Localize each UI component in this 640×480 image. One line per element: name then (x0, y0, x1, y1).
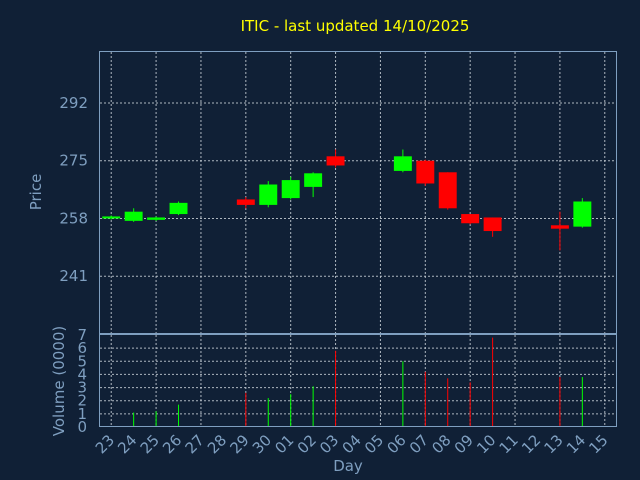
volume-axis-label: Volume (0000) (50, 326, 68, 436)
candle-body (461, 214, 480, 224)
volume-y-tick-label: 0 (77, 418, 87, 436)
candle-body (281, 180, 300, 199)
volume-grid (100, 335, 616, 427)
candle-body (393, 156, 412, 171)
x-axis-label: Day (333, 457, 363, 475)
volume-bars (133, 337, 583, 427)
volume-y-tick-label: 3 (77, 379, 87, 397)
candle-body (259, 184, 278, 205)
candle-body (416, 160, 435, 184)
price-y-tick-labels: 241 258 275 292 (59, 94, 88, 285)
price-grid (100, 52, 616, 334)
volume-y-tick-label: 1 (77, 405, 87, 423)
x-tick-labels: 2324252627282930010203040506070809101112… (92, 431, 612, 457)
price-y-tick-label: 275 (59, 152, 88, 170)
price-y-tick-label: 292 (59, 94, 88, 112)
x-tick-label: 15 (585, 431, 611, 457)
volume-y-tick-label: 7 (77, 326, 87, 344)
candle-body (550, 225, 569, 229)
volume-y-tick-label: 5 (77, 352, 87, 370)
candle-body (438, 172, 457, 209)
candle-body (169, 202, 188, 215)
chart-title: ITIC - last updated 14/10/2025 (241, 17, 470, 35)
price-y-tick-label: 241 (59, 267, 88, 285)
candle-body (236, 199, 255, 205)
price-panel-frame (99, 51, 617, 334)
volume-y-tick-label: 2 (77, 392, 87, 410)
candle-body (573, 201, 592, 227)
price-panel: 241 258 275 292 Price (27, 51, 617, 334)
candle-body (304, 173, 323, 187)
candle-body (147, 217, 166, 220)
volume-y-tick-label: 6 (77, 339, 87, 357)
candle-body (326, 156, 345, 166)
candle-body (124, 211, 143, 221)
candle-body (483, 217, 502, 232)
candle-body (102, 216, 121, 219)
price-candles (102, 149, 592, 251)
price-axis-label: Price (27, 174, 45, 211)
price-y-tick-label: 258 (59, 209, 88, 227)
volume-y-tick-label: 4 (77, 365, 87, 383)
volume-panel-frame (99, 334, 617, 427)
